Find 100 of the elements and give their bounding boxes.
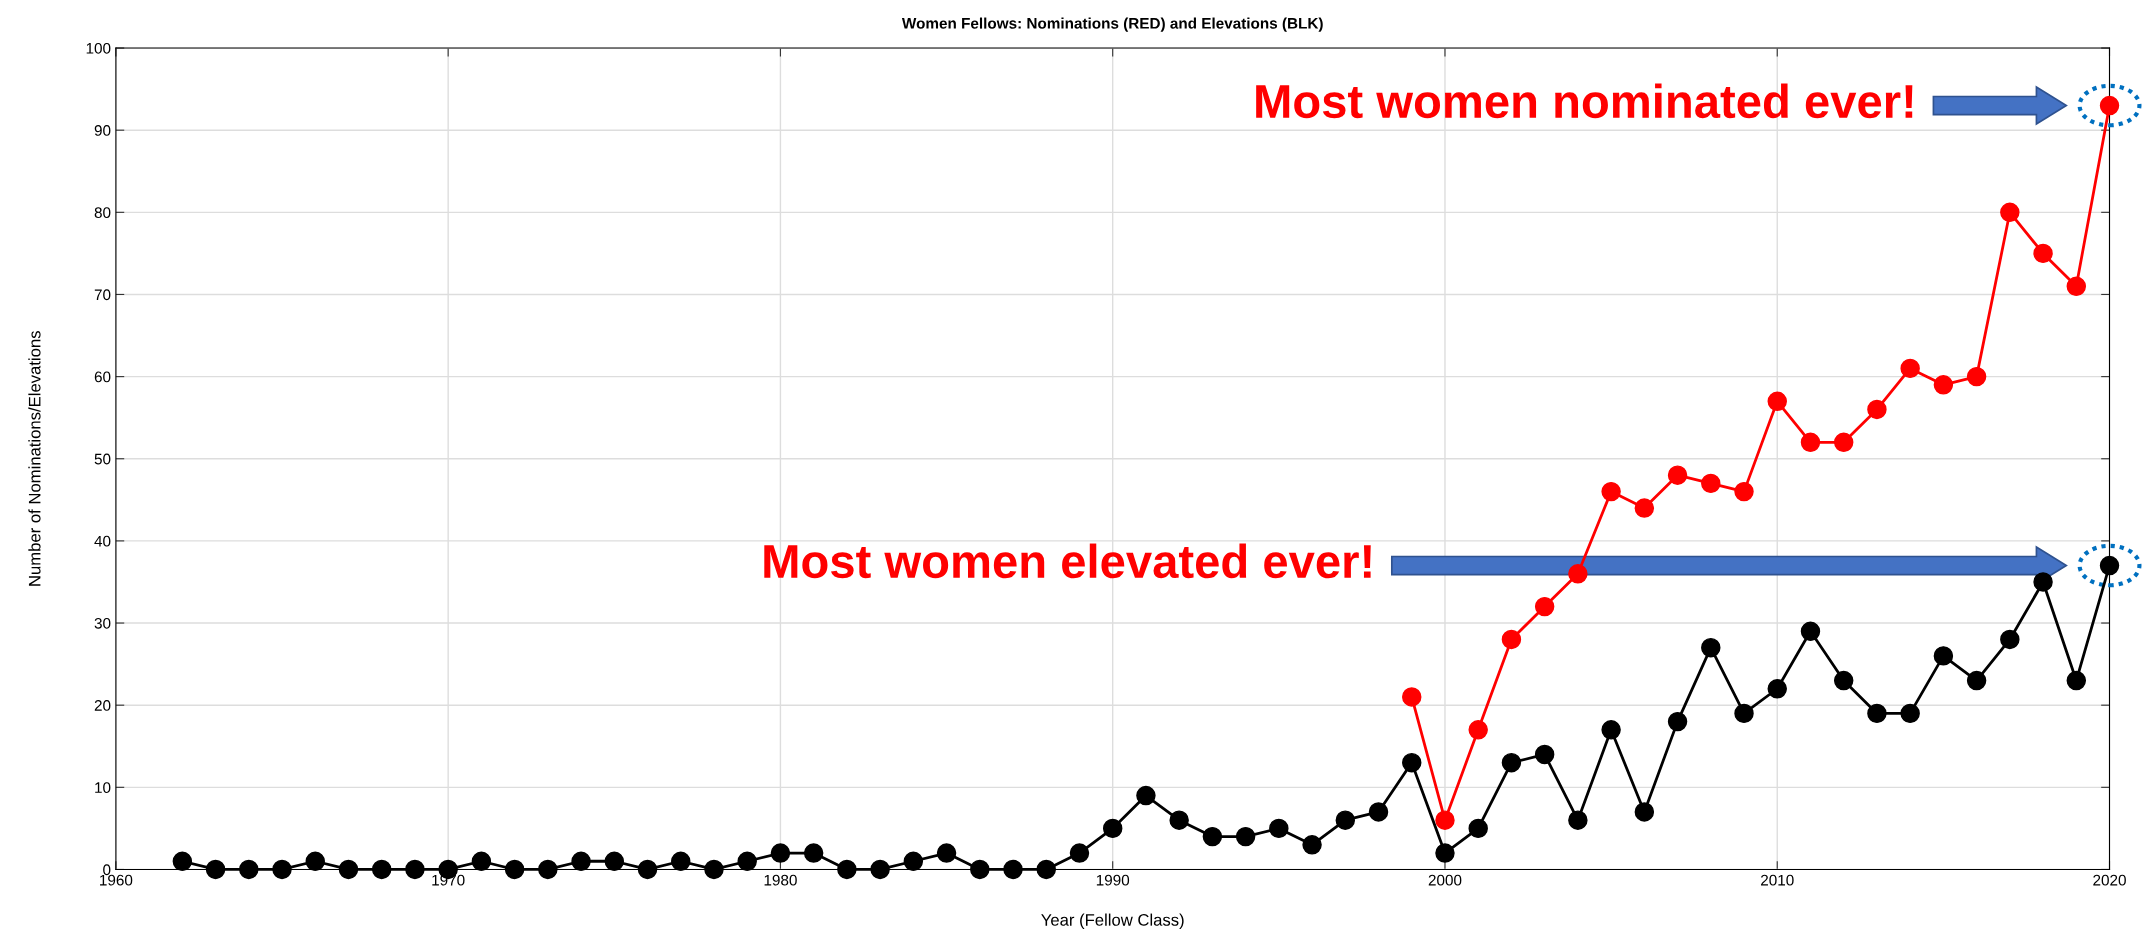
point <box>1601 481 1621 502</box>
annotation: Most women nominated ever! <box>1256 83 1913 119</box>
point <box>2033 243 2053 264</box>
x-axis-title: Year (Fellow Class) <box>1041 913 1184 930</box>
y-tick-label: 0 <box>103 864 111 876</box>
point <box>1468 818 1488 839</box>
point <box>405 859 425 880</box>
point <box>1833 670 1854 691</box>
y-tick-label: 60 <box>94 371 111 383</box>
point <box>1767 391 1787 411</box>
point <box>1169 810 1189 830</box>
point <box>1302 835 1322 855</box>
point <box>1435 843 1455 863</box>
point <box>1833 432 1854 453</box>
point <box>1102 818 1123 839</box>
point <box>1800 432 1821 453</box>
point <box>803 843 824 863</box>
point <box>1667 711 1688 732</box>
point <box>1435 810 1455 830</box>
point <box>1534 596 1555 617</box>
point <box>1501 752 1522 773</box>
point <box>1601 720 1621 740</box>
point <box>1335 810 1356 830</box>
point <box>504 859 525 880</box>
annotation: Most women elevated ever! <box>764 543 1371 579</box>
point <box>770 843 791 863</box>
point <box>936 843 957 863</box>
point <box>1468 720 1488 740</box>
point <box>1900 358 1920 379</box>
point <box>1568 564 1588 584</box>
point <box>338 859 359 880</box>
point <box>305 851 325 871</box>
point <box>1800 621 1821 641</box>
point <box>239 859 259 880</box>
x-tick-label: 2010 <box>1761 874 1794 886</box>
y-tick-label: 70 <box>94 289 111 301</box>
point <box>1734 703 1754 724</box>
point <box>1900 703 1920 724</box>
point <box>1402 752 1422 773</box>
point <box>1402 687 1422 707</box>
y-tick-label: 50 <box>94 453 111 465</box>
point <box>1202 826 1223 847</box>
point <box>1036 859 1056 880</box>
point <box>671 851 691 871</box>
point <box>737 851 757 871</box>
point <box>1634 498 1655 518</box>
point <box>1501 629 1522 650</box>
point <box>1069 843 1090 863</box>
point <box>1933 375 1954 395</box>
y-tick-label: 90 <box>94 125 111 136</box>
y-axis-title: Number of Nominations/Elevations <box>28 331 41 586</box>
point <box>1568 810 1588 830</box>
point <box>1269 818 1289 839</box>
point <box>205 859 226 880</box>
point <box>1701 473 1721 494</box>
point <box>1136 785 1156 806</box>
point <box>1966 670 1987 691</box>
point <box>870 859 890 880</box>
chart-title: Women Fellows: Nominations (RED) and Elevations (BLK) <box>901 17 1323 32</box>
point <box>1734 481 1754 502</box>
point <box>1701 637 1721 658</box>
point <box>272 859 292 880</box>
x-tick-label: 2020 <box>2093 874 2126 886</box>
point <box>604 851 625 871</box>
point <box>1867 703 1887 724</box>
point <box>1767 679 1787 699</box>
point <box>2033 572 2053 592</box>
point <box>538 859 558 880</box>
point <box>1368 802 1389 822</box>
point <box>1933 646 1954 666</box>
y-tick-label: 80 <box>94 207 111 219</box>
y-tick-label: 100 <box>86 42 111 54</box>
point <box>837 859 857 880</box>
x-tick-label: 2000 <box>1428 874 1462 886</box>
y-tick-label: 10 <box>95 782 111 794</box>
y-tick-label: 20 <box>94 700 111 711</box>
x-tick-label: 1960 <box>100 874 133 886</box>
point <box>2000 629 2020 650</box>
point <box>970 859 990 880</box>
point <box>471 851 492 871</box>
point <box>1003 859 1023 880</box>
point <box>704 859 724 880</box>
y-tick-label: 30 <box>94 617 111 629</box>
point <box>571 851 591 871</box>
point <box>1867 399 1887 420</box>
point <box>371 859 392 880</box>
x-tick-label: 1980 <box>764 874 797 886</box>
point <box>172 851 193 871</box>
point <box>903 851 924 871</box>
point <box>2066 276 2087 296</box>
point <box>1667 465 1688 485</box>
point <box>637 859 658 880</box>
point <box>1634 802 1655 822</box>
x-tick-label: 1990 <box>1096 874 1130 886</box>
point <box>1235 826 1256 847</box>
point <box>1966 366 1987 387</box>
point <box>2066 670 2087 691</box>
point <box>2000 202 2020 223</box>
y-tick-label: 40 <box>94 535 111 547</box>
point <box>1534 744 1555 765</box>
